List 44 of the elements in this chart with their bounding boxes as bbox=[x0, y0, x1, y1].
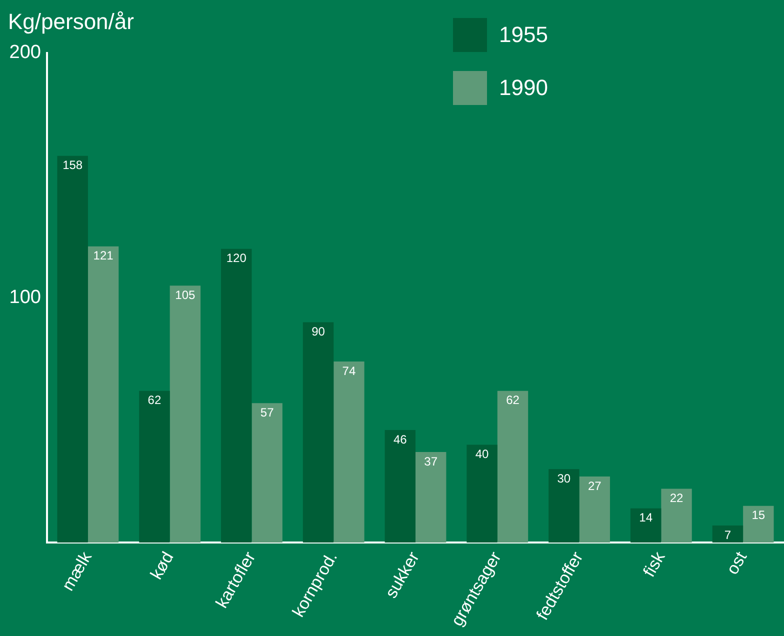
bar bbox=[497, 390, 528, 543]
legend-label: 1955 bbox=[499, 22, 548, 48]
bar bbox=[384, 430, 416, 543]
data-label: 90 bbox=[312, 324, 326, 339]
data-label: 15 bbox=[752, 508, 766, 522]
bar bbox=[139, 390, 170, 543]
bar bbox=[743, 506, 774, 543]
data-label: 46 bbox=[393, 432, 408, 446]
data-label: 22 bbox=[670, 491, 684, 506]
y-tick-label: 200 bbox=[9, 42, 41, 64]
bar bbox=[170, 286, 201, 543]
bar bbox=[302, 322, 334, 543]
data-label: 57 bbox=[260, 405, 274, 420]
bar bbox=[630, 508, 662, 543]
legend-label: 1990 bbox=[499, 75, 548, 101]
bar bbox=[57, 156, 88, 543]
bar bbox=[88, 246, 119, 543]
data-label: 158 bbox=[62, 158, 83, 172]
bar bbox=[466, 444, 498, 543]
y-axis-title: Kg/person/år bbox=[8, 9, 134, 34]
data-label: 37 bbox=[424, 454, 438, 468]
data-label: 40 bbox=[475, 447, 490, 461]
data-label: 7 bbox=[724, 528, 732, 542]
data-label: 30 bbox=[557, 471, 571, 486]
x-tick-label: kød bbox=[146, 548, 178, 583]
bar bbox=[416, 452, 446, 543]
bar bbox=[252, 403, 282, 543]
x-tick-label: ost bbox=[722, 548, 751, 578]
data-label: 74 bbox=[342, 364, 356, 378]
data-label: 120 bbox=[226, 251, 247, 266]
y-tick-label: 100 bbox=[9, 287, 41, 308]
data-label: 62 bbox=[148, 393, 162, 408]
data-label: 62 bbox=[506, 393, 520, 408]
data-label: 105 bbox=[175, 288, 196, 302]
bar bbox=[579, 476, 610, 543]
data-label: 27 bbox=[588, 478, 602, 493]
bar bbox=[334, 361, 364, 543]
bar bbox=[661, 488, 692, 543]
data-label: 14 bbox=[639, 510, 653, 525]
data-label: 121 bbox=[93, 248, 114, 263]
bar bbox=[221, 248, 252, 543]
bar bbox=[548, 469, 580, 543]
x-tick-label: fisk bbox=[639, 548, 669, 580]
bar bbox=[712, 525, 744, 543]
